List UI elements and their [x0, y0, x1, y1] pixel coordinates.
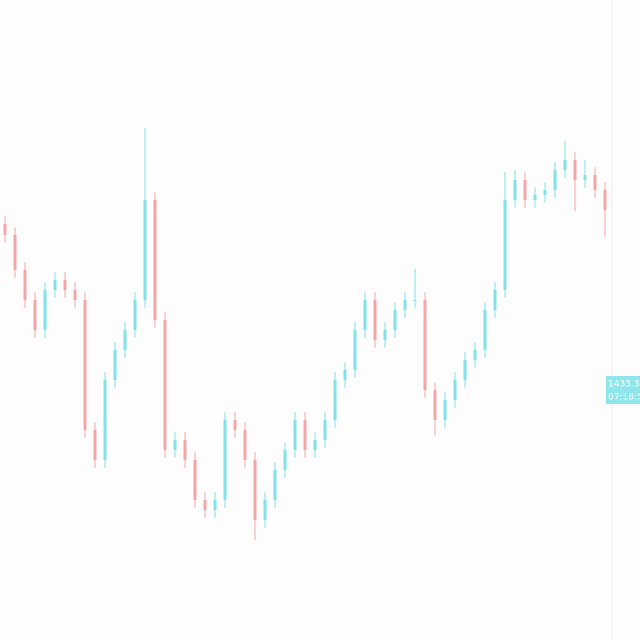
candle-body: [203, 499, 207, 510]
candle-body: [83, 300, 87, 430]
candle-body: [503, 199, 507, 291]
candle-body: [243, 429, 247, 461]
candle-body: [283, 450, 287, 471]
candle-body: [333, 380, 337, 420]
candle-body: [303, 419, 307, 451]
candle-body: [543, 189, 547, 195]
candle-body: [293, 419, 297, 451]
candle-body: [183, 439, 187, 461]
candle-body: [463, 359, 467, 381]
candle-body: [163, 320, 167, 451]
candle-body: [563, 160, 567, 170]
candle-body: [223, 419, 227, 500]
candle-body: [413, 300, 417, 302]
candle-body: [93, 429, 97, 461]
candle-body: [43, 290, 47, 330]
candle-body: [603, 189, 607, 211]
candle-body: [63, 279, 67, 291]
candle-body: [313, 439, 317, 451]
candle-body: [253, 460, 257, 520]
candle-body: [103, 380, 107, 461]
candle-body: [73, 290, 77, 301]
candle-body: [13, 235, 17, 270]
candle-body: [473, 349, 477, 360]
candle-body: [393, 310, 397, 330]
candle-body: [323, 419, 327, 440]
candles: [3, 128, 607, 541]
candle-body: [273, 470, 277, 500]
candle-body: [353, 329, 357, 371]
candle-body: [153, 199, 157, 320]
candle-body: [123, 329, 127, 350]
candle-body: [383, 329, 387, 340]
candle-body: [213, 499, 217, 510]
candle-body: [493, 290, 497, 311]
candle-body: [443, 400, 447, 420]
candle-body: [453, 380, 457, 400]
candle-body: [593, 174, 597, 190]
candle-body: [533, 194, 537, 200]
candle-body: [263, 499, 267, 520]
candle-body: [133, 300, 137, 330]
candle-body: [343, 370, 347, 381]
candle-body: [53, 279, 57, 291]
candle-body: [233, 419, 237, 430]
candle-body: [523, 179, 527, 200]
price-label: 1433.35: [608, 380, 640, 390]
candle-body: [373, 300, 377, 340]
candle-body: [173, 439, 177, 451]
candle-body: [483, 310, 487, 350]
candle-body: [553, 169, 557, 190]
candle-body: [583, 174, 587, 180]
candle-body: [513, 179, 517, 200]
price-label-box: [606, 376, 640, 404]
candle-body: [143, 199, 147, 301]
candle-body: [573, 160, 577, 180]
candle-body: [113, 349, 117, 381]
candle-body: [33, 300, 37, 330]
candle-body: [363, 300, 367, 330]
candle-body: [3, 224, 7, 236]
candle-body: [433, 390, 437, 420]
candle-body: [193, 460, 197, 500]
candle-body: [403, 300, 407, 311]
candle-body: [23, 269, 27, 301]
countdown: 07:18:51: [608, 393, 640, 403]
candle-body: [423, 300, 427, 391]
